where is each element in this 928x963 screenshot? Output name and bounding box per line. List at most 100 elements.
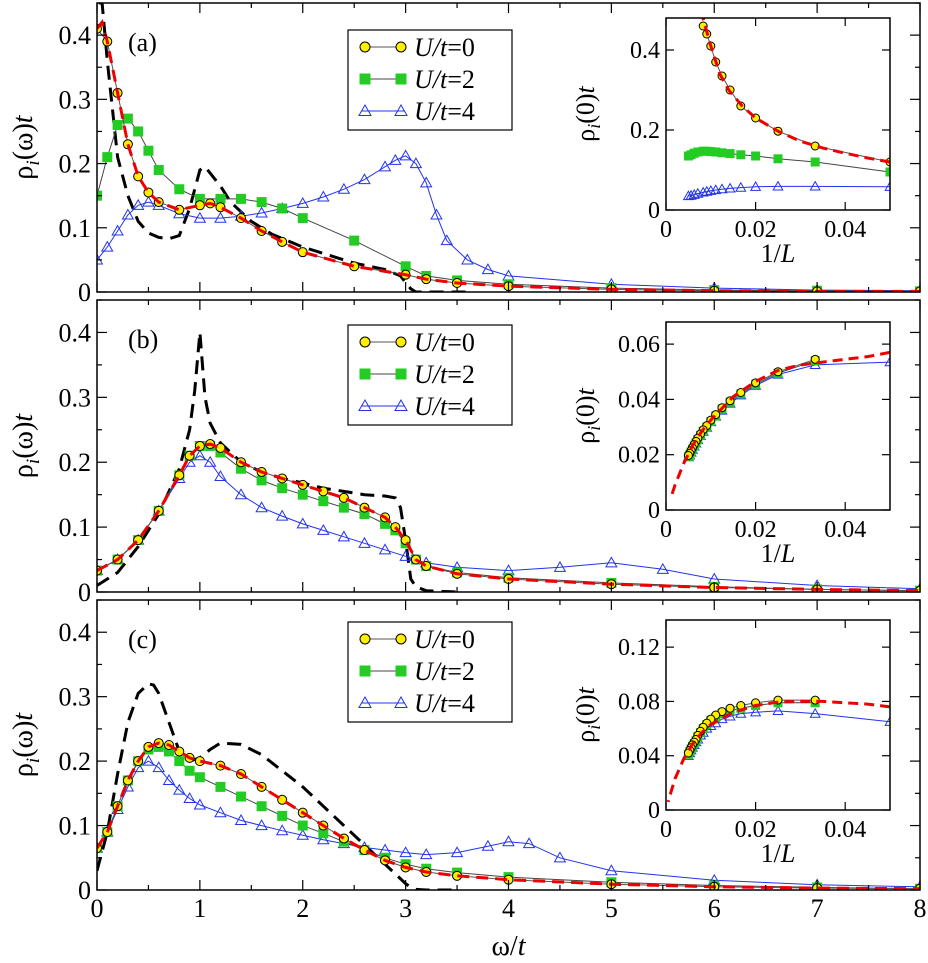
data-point [318, 496, 329, 507]
data-point [121, 208, 135, 220]
y-tick-label: 0.2 [59, 448, 92, 477]
inset-x-tick-label: 0 [660, 817, 672, 843]
inset-x-axis-label: 1/L [761, 839, 796, 868]
inset-data-point [725, 149, 735, 159]
legend-label: U/t=4 [414, 392, 475, 421]
inset-series-group [666, 695, 890, 803]
data-point [111, 224, 124, 236]
inset-data-point [751, 151, 761, 161]
data-point [502, 835, 515, 847]
legend-label-var: U/t [414, 625, 448, 654]
inset-data-point [682, 190, 695, 201]
data-point [143, 145, 154, 156]
inset-background [666, 322, 890, 510]
inset-series-line-fit [666, 699, 890, 803]
data-point [97, 253, 104, 265]
legend-marker [395, 633, 407, 645]
inset-x-label-L: L [780, 539, 795, 568]
inset-y-label-t: t [571, 387, 600, 395]
data-point [419, 848, 433, 860]
inset-y-tick-label: 0.06 [618, 332, 660, 358]
data-point [296, 517, 310, 529]
inset-series-line-fit [669, 350, 890, 500]
y-label-sub: i [23, 160, 44, 165]
legend-marker [358, 103, 372, 116]
data-point [553, 560, 567, 572]
series-group [97, 3, 920, 292]
legend-label-val: =2 [447, 657, 475, 686]
x-tick-label: 2 [296, 894, 309, 923]
inset-frame [665, 619, 891, 811]
inset-data-point [683, 151, 693, 161]
y-tick-label: 0.1 [59, 812, 92, 841]
y-tick-label: 0.4 [59, 318, 92, 347]
inset-frame [665, 17, 891, 211]
y-tick-label: 0.4 [59, 21, 92, 50]
inset-data-point [810, 157, 820, 167]
legend-marker [359, 368, 371, 380]
data-point [461, 253, 474, 265]
x-label-t: t [518, 931, 527, 962]
legend-marker [394, 398, 408, 411]
y-label-t: t [8, 413, 39, 422]
inset-x-axis-label: 1/L [761, 539, 796, 568]
y-tick-label: 0.1 [59, 513, 92, 542]
data-point [183, 792, 196, 804]
inset-data-point [772, 705, 784, 716]
legend-label-val: =2 [447, 360, 475, 389]
data-point [256, 475, 267, 486]
series-group [97, 682, 920, 890]
inset-background [666, 18, 890, 210]
y-label-arg: (ω) [8, 123, 39, 160]
y-label-t: t [8, 114, 39, 123]
legend-marker [395, 336, 407, 348]
inset-data-point [749, 180, 762, 191]
inset-y-tick-label: 0.04 [618, 744, 660, 770]
legend-marker [394, 695, 408, 708]
inset-y-axis-label: ρi(0)t [571, 85, 604, 141]
data-point [193, 449, 207, 461]
data-point [605, 864, 618, 876]
data-point [358, 536, 371, 548]
legend-label-val: =4 [447, 392, 475, 421]
y-tick-label: 0.2 [59, 150, 92, 179]
data-point [399, 149, 412, 161]
x-tick-label: 0 [91, 894, 104, 923]
inset-y-tick-label: 0.02 [618, 443, 660, 469]
data-point [255, 819, 268, 831]
inset-data-point [735, 181, 747, 192]
data-point [389, 153, 402, 165]
legend-label-var: U/t [414, 328, 448, 357]
data-point [236, 791, 247, 802]
data-point [400, 261, 411, 272]
data-point [194, 772, 205, 783]
data-point [142, 195, 155, 207]
x-label-omega: ω/ [492, 931, 518, 962]
legend-label: U/t=4 [414, 689, 475, 718]
inset-x-axis-label: 1/L [761, 239, 796, 268]
y-tick-label: 0.4 [59, 618, 92, 647]
data-point [214, 470, 227, 482]
data-point [481, 263, 495, 275]
inset-data-point [809, 180, 821, 191]
inset-x-label-main: 1/ [761, 539, 782, 568]
legend-label: U/t=2 [414, 360, 475, 389]
data-point [656, 562, 670, 574]
y-label-rho: ρ [8, 763, 39, 777]
inset-series-line-U-t-4 [688, 185, 890, 197]
x-tick-label: 8 [914, 894, 927, 923]
inset-y-tick-label: 0.2 [630, 118, 660, 144]
inset-y-label-rho: ρ [571, 129, 600, 142]
x-tick-label: 3 [399, 894, 412, 923]
y-label-sub: i [23, 758, 44, 763]
legend-marker [359, 336, 371, 348]
y-axis-label: ρi(ω)t [8, 413, 44, 478]
data-point [440, 234, 454, 246]
data-point [349, 235, 360, 246]
inset-y-tick-label: 0.4 [630, 38, 660, 64]
data-point [214, 806, 227, 818]
legend-label-val: =4 [447, 97, 475, 126]
series-line-dashed [97, 682, 458, 890]
legend-marker [394, 103, 408, 116]
data-point [296, 828, 310, 840]
